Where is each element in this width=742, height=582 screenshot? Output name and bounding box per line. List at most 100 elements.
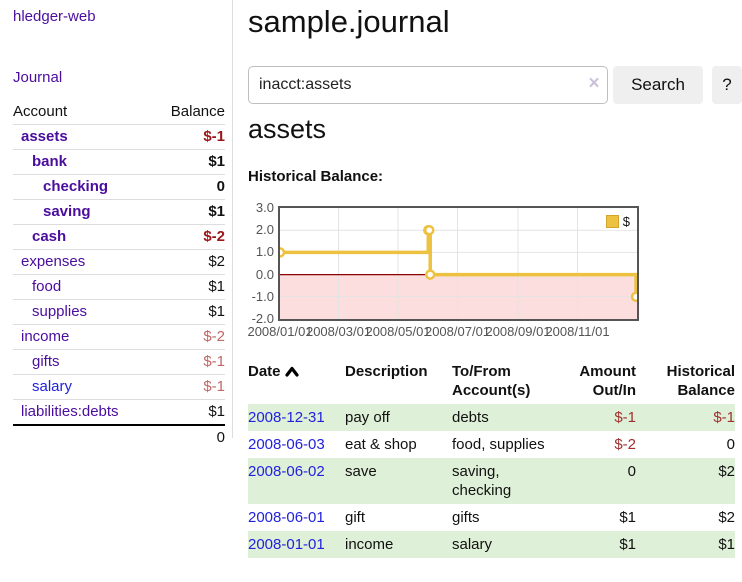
account-row: liabilities:debts $1 bbox=[13, 400, 225, 426]
search-button[interactable]: Search bbox=[613, 66, 703, 104]
transaction-row: 2008-12-31pay offdebts$-1$-1 bbox=[248, 404, 735, 431]
column-header-description: Description bbox=[345, 358, 452, 404]
historical-balance-chart: 3.02.01.00.0-1.0-2.0 $ 2008/01/012008/03… bbox=[248, 206, 642, 342]
account-balance: $1 bbox=[153, 200, 225, 225]
account-balance: $1 bbox=[153, 300, 225, 325]
search-bar: × Search ? bbox=[248, 66, 742, 104]
account-row: checking0 bbox=[13, 175, 225, 200]
transactions-header-row: DateDescriptionTo/FromAccount(s)AmountOu… bbox=[248, 358, 735, 404]
account-row: supplies $1 bbox=[13, 300, 225, 325]
accounts-header-row: Account Balance bbox=[13, 100, 225, 125]
transaction-description: pay off bbox=[345, 404, 452, 431]
x-axis-tick-label: 2008/03/01 bbox=[306, 324, 371, 339]
account-row: food $1 bbox=[13, 275, 225, 300]
x-axis-tick-label: 2008/11/01 bbox=[545, 324, 609, 339]
transaction-balance: $2 bbox=[636, 458, 735, 504]
y-axis-tick-label: -1.0 bbox=[248, 289, 274, 305]
account-link[interactable]: assets bbox=[13, 127, 68, 147]
account-balance: $1 bbox=[153, 400, 225, 426]
column-header-date[interactable]: Date bbox=[248, 358, 345, 404]
transaction-description: eat & shop bbox=[345, 431, 452, 458]
y-axis-tick-label: 3.0 bbox=[248, 200, 274, 216]
account-link[interactable]: saving bbox=[13, 202, 91, 222]
x-axis-tick-label: 2008/07/01 bbox=[425, 324, 490, 339]
transaction-date-link[interactable]: 2008-01-01 bbox=[248, 536, 325, 553]
help-button[interactable]: ? bbox=[712, 66, 742, 104]
page-title: sample.journal bbox=[248, 4, 450, 40]
account-row: expenses $2 bbox=[13, 250, 225, 275]
account-row: cash $-2 bbox=[13, 225, 225, 250]
accounts-total-spacer bbox=[13, 425, 153, 450]
chart-heading: Historical Balance: bbox=[248, 168, 383, 185]
transaction-row: 2008-06-01 giftgifts$1$2 bbox=[248, 504, 735, 531]
account-balance: $1 bbox=[153, 150, 225, 175]
legend-swatch-icon bbox=[606, 215, 619, 228]
account-link[interactable]: liabilities:debts bbox=[13, 402, 119, 422]
transaction-description: income bbox=[345, 531, 452, 558]
clear-search-icon[interactable]: × bbox=[584, 74, 604, 94]
transaction-description: save bbox=[345, 458, 452, 504]
transaction-accounts: debts bbox=[452, 404, 574, 431]
nav-journal-link[interactable]: Journal bbox=[13, 69, 232, 86]
sort-asc-icon bbox=[285, 366, 299, 377]
transaction-amount: $-1 bbox=[574, 404, 636, 431]
transactions-table: DateDescriptionTo/FromAccount(s)AmountOu… bbox=[248, 358, 735, 558]
account-link[interactable]: expenses bbox=[13, 252, 85, 272]
chart-plot-area: $ bbox=[278, 206, 639, 321]
account-row: income$-2 bbox=[13, 325, 225, 350]
transaction-row: 2008-06-02 savesaving, checking0$2 bbox=[248, 458, 735, 504]
accounts-header-balance: Balance bbox=[153, 100, 225, 125]
account-link[interactable]: checking bbox=[13, 177, 108, 197]
accounts-header-account: Account bbox=[13, 100, 153, 125]
transaction-amount: $-2 bbox=[574, 431, 636, 458]
transaction-date-link[interactable]: 2008-06-01 bbox=[248, 509, 325, 526]
transaction-date-link[interactable]: 2008-06-02 bbox=[248, 463, 325, 480]
account-link[interactable]: food bbox=[13, 277, 61, 297]
account-heading: assets bbox=[248, 114, 326, 145]
y-axis-tick-label: 1.0 bbox=[248, 244, 274, 260]
transaction-accounts: salary bbox=[452, 531, 574, 558]
transaction-balance: $1 bbox=[636, 531, 735, 558]
accounts-total-row: 0 bbox=[13, 425, 225, 450]
x-axis-tick-label: 2008/01/01 bbox=[247, 324, 312, 339]
transaction-accounts: gifts bbox=[452, 504, 574, 531]
transaction-date-link[interactable]: 2008-06-03 bbox=[248, 436, 325, 453]
account-link[interactable]: supplies bbox=[13, 302, 87, 322]
accounts-table: Account Balance assets$-1bank$1checking0… bbox=[13, 100, 225, 450]
transaction-date-link[interactable]: 2008-12-31 bbox=[248, 409, 325, 426]
transaction-description: gift bbox=[345, 504, 452, 531]
brand-link[interactable]: hledger-web bbox=[13, 8, 232, 25]
transaction-balance: $2 bbox=[636, 504, 735, 531]
transaction-amount: $1 bbox=[574, 504, 636, 531]
x-axis-tick-label: 2008/05/01 bbox=[365, 324, 430, 339]
transaction-balance: $-1 bbox=[636, 404, 735, 431]
accounts-total-value: 0 bbox=[153, 425, 225, 450]
sidebar: hledger-web Journal Account Balance asse… bbox=[0, 0, 233, 438]
column-header-amount: AmountOut/In bbox=[574, 358, 636, 404]
account-link[interactable]: cash bbox=[13, 227, 66, 247]
account-balance: $-1 bbox=[153, 375, 225, 400]
transaction-row: 2008-01-01incomesalary$1$1 bbox=[248, 531, 735, 558]
account-link[interactable]: salary bbox=[13, 377, 72, 397]
search-input[interactable] bbox=[248, 66, 608, 104]
y-axis-tick-label: 0.0 bbox=[248, 267, 274, 283]
account-balance: $1 bbox=[153, 275, 225, 300]
transaction-amount: 0 bbox=[574, 458, 636, 504]
transaction-balance: 0 bbox=[636, 431, 735, 458]
account-link[interactable]: gifts bbox=[13, 352, 60, 372]
x-axis-tick-label: 2008/09/01 bbox=[485, 324, 550, 339]
column-header-historical: HistoricalBalance bbox=[636, 358, 735, 404]
legend-label: $ bbox=[623, 214, 630, 229]
account-link[interactable]: income bbox=[13, 327, 69, 347]
account-balance: $2 bbox=[153, 250, 225, 275]
account-balance: $-2 bbox=[153, 225, 225, 250]
account-link[interactable]: bank bbox=[13, 152, 67, 172]
transaction-accounts: saving, checking bbox=[452, 458, 574, 504]
account-row: salary $-1 bbox=[13, 375, 225, 400]
account-row: gifts$-1 bbox=[13, 350, 225, 375]
transaction-accounts: food, supplies bbox=[452, 431, 574, 458]
account-balance: $-1 bbox=[153, 125, 225, 150]
column-header-to-from: To/FromAccount(s) bbox=[452, 358, 574, 404]
y-axis-tick-label: 2.0 bbox=[248, 222, 274, 238]
account-row: assets $-1 bbox=[13, 125, 225, 150]
